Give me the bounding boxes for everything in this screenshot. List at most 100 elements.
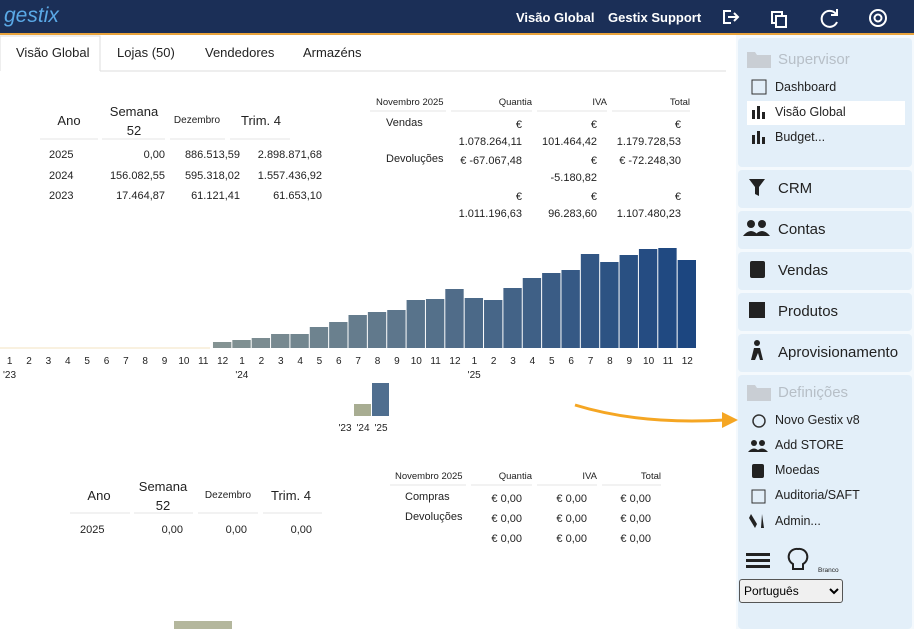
x-tick-label: 7: [587, 356, 594, 367]
cell: 0,00: [161, 524, 183, 536]
bar: [251, 338, 271, 348]
bar: [309, 327, 329, 348]
store-icon: [751, 440, 757, 446]
column-header: Trim. 4: [241, 113, 281, 128]
moedas-icon: [752, 464, 764, 478]
module[interactable]: Aprovisionamento: [778, 344, 899, 361]
menu-item[interactable]: Budget...: [775, 130, 826, 144]
bar: [484, 300, 503, 348]
x-tick-label: 5: [316, 356, 323, 367]
cell: 61.653,10: [273, 190, 322, 202]
header-icons[interactable]: [723, 9, 887, 28]
tab[interactable]: Armazéns: [303, 45, 362, 60]
x-tick-label: 1: [471, 356, 478, 367]
column-header: Dezembro: [204, 490, 252, 501]
folder-icon: [747, 385, 771, 401]
panel: [738, 170, 912, 208]
bar: [658, 248, 677, 348]
theme-icon[interactable]: [787, 547, 809, 570]
x-tick-label: 5: [549, 356, 555, 367]
cell: € 1.179.728,53: [616, 119, 681, 148]
chart-icon: [757, 131, 760, 144]
cell: 1.557.436,92: [257, 170, 322, 182]
cell: 886.513,59: [184, 149, 240, 161]
total-cell: € 0,00: [620, 533, 651, 545]
x-tick-label: 4: [297, 356, 303, 367]
column-header: Novembro 2025: [376, 97, 444, 108]
chart-icon: [762, 112, 765, 119]
active-item: [747, 101, 905, 125]
arrow: [574, 403, 726, 423]
menu-item[interactable]: Auditoria/SAFT: [775, 488, 860, 502]
copy-icon-back: [775, 15, 787, 28]
bar: [638, 249, 658, 348]
vendas-icon: [750, 261, 765, 278]
x-tick-label: '25: [374, 423, 388, 434]
bar: [503, 288, 522, 348]
x-tick-label: 4: [529, 356, 536, 367]
panel: [738, 252, 912, 290]
arrow-head: [722, 412, 738, 428]
chart-icon: [762, 137, 765, 144]
refresh-icon[interactable]: [820, 9, 838, 28]
logo[interactable]: gestix: [4, 4, 59, 27]
menu-item[interactable]: Novo Gestix v8: [775, 413, 860, 427]
cell: € -5.180,82: [550, 155, 597, 184]
x-tick-label: 12: [217, 356, 229, 367]
bar: [174, 621, 232, 629]
menu-item[interactable]: Admin...: [775, 514, 821, 528]
menu-item[interactable]: Add STORE: [775, 438, 844, 452]
module[interactable]: Produtos: [778, 303, 839, 320]
cell: 156.082,55: [109, 170, 165, 182]
tab[interactable]: Visão Global: [16, 45, 90, 60]
chart-icon: [752, 110, 755, 119]
x-tick-label: 10: [410, 356, 422, 367]
column-header: IVA: [582, 471, 597, 482]
cell: € 1.078.264,11: [458, 119, 522, 148]
row-label: 2023: [49, 190, 74, 202]
menu-item[interactable]: Dashboard: [775, 80, 837, 94]
x-tick-label: 6: [568, 356, 574, 367]
bar: [522, 278, 542, 348]
row-label: Devoluções: [405, 511, 463, 523]
menu-item[interactable]: Visão Global: [775, 105, 846, 119]
nav-link[interactable]: Visão Global: [516, 10, 595, 25]
column-header: Ano: [87, 488, 111, 503]
year-label: '23: [3, 370, 17, 381]
x-tick-label: 8: [142, 356, 148, 367]
bar: [580, 254, 600, 348]
x-tick-label: 2: [490, 356, 497, 367]
module[interactable]: CRM: [778, 180, 813, 197]
module[interactable]: Vendas: [778, 262, 829, 279]
logout-icon[interactable]: [723, 10, 740, 24]
nav-link[interactable]: Gestix Support: [608, 10, 702, 25]
crm-icon: [749, 179, 765, 196]
contas-icon: [743, 231, 770, 236]
x-tick-label: 10: [178, 356, 190, 367]
dashboard-icon: [751, 79, 767, 95]
menu-item[interactable]: Moedas: [775, 463, 820, 477]
theme-label: Branco: [818, 567, 839, 574]
help-icon[interactable]: [869, 9, 887, 27]
bar: [348, 315, 367, 348]
x-tick-label: 8: [374, 356, 381, 367]
language-select[interactable]: Português: [739, 579, 843, 603]
x-tick-label: '24: [356, 423, 370, 434]
tab[interactable]: Vendedores: [205, 45, 275, 60]
column-header: Quantia: [498, 471, 532, 482]
tab[interactable]: Lojas (50): [117, 45, 175, 60]
module[interactable]: Contas: [778, 221, 826, 238]
x-tick-label: 11: [662, 356, 674, 367]
cell: 0,00: [290, 524, 312, 536]
bar: [367, 312, 387, 348]
bar: [561, 270, 580, 348]
chart-icon: [757, 106, 760, 119]
panel: [738, 334, 912, 372]
list-icon[interactable]: [746, 553, 770, 556]
cell: € -67.067,48: [460, 155, 522, 167]
produtos-icon: [749, 302, 765, 318]
x-tick-label: 10: [643, 356, 655, 367]
cell: 17.464,87: [116, 190, 165, 202]
